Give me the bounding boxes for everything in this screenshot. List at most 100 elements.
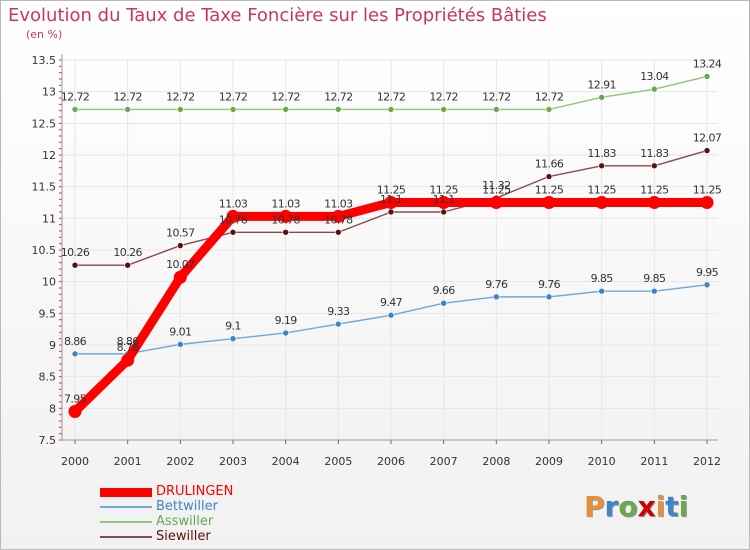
chart-legend: DRULINGEN Bettwiller Asswiller Siewiller	[100, 484, 400, 544]
x-tick-label: 2002	[166, 455, 194, 468]
data-point-siewiller	[335, 228, 342, 236]
data-label-bettwiller: 9.33	[327, 305, 350, 318]
y-tick-label: 8.5	[39, 371, 57, 384]
data-point-asswiller	[703, 73, 711, 80]
data-point-asswiller	[387, 106, 395, 113]
data-label-bettwiller: 9.85	[591, 272, 614, 285]
y-tick-label: 12	[42, 149, 56, 162]
data-label-bettwiller: 9.01	[169, 325, 191, 338]
legend-item-drulingen: DRULINGEN	[100, 484, 400, 499]
data-label-siewiller: 12.07	[693, 132, 722, 145]
data-point-drulingen	[437, 196, 451, 209]
data-label-drulingen: 11.25	[640, 184, 669, 197]
y-tick-label: 9	[49, 339, 56, 352]
y-tick-label: 13	[42, 86, 56, 99]
data-point-bettwiller	[545, 293, 553, 301]
legend-label: Asswiller	[156, 514, 214, 529]
data-label-asswiller: 13.04	[640, 70, 669, 83]
data-point-drulingen	[700, 196, 714, 209]
data-point-siewiller	[282, 228, 289, 236]
x-tick-label: 2011	[640, 455, 668, 468]
data-label-asswiller: 13.24	[693, 57, 722, 70]
data-label-siewiller: 10.26	[113, 246, 142, 259]
x-tick-label: 2012	[693, 455, 721, 468]
x-tick-label: 2004	[272, 455, 300, 468]
x-tick-label: 2009	[535, 455, 563, 468]
data-point-siewiller	[71, 261, 79, 269]
data-label-bettwiller: 9.66	[433, 284, 456, 297]
data-point-bettwiller	[598, 287, 605, 295]
logo-letter: o	[618, 490, 638, 523]
y-tick-label: 10.5	[32, 244, 57, 257]
data-label-asswiller: 12.72	[113, 90, 142, 103]
legend-swatch	[100, 506, 152, 508]
data-label-drulingen: 11.03	[271, 197, 300, 210]
data-label-drulingen: 11.03	[324, 197, 353, 210]
data-point-siewiller	[229, 228, 237, 236]
data-label-drulingen: 11.25	[693, 184, 722, 197]
proxiti-logo: Proxiti	[584, 490, 688, 523]
data-label-siewiller: 10.26	[61, 246, 90, 259]
data-point-drulingen	[489, 196, 503, 209]
data-point-drulingen	[542, 196, 556, 209]
data-point-bettwiller	[703, 281, 711, 289]
data-label-bettwiller: 8.86	[117, 335, 140, 348]
data-point-asswiller	[493, 106, 500, 113]
data-point-drulingen	[226, 209, 240, 223]
data-label-bettwiller: 9.85	[643, 272, 666, 285]
y-tick-label: 11	[42, 212, 56, 225]
data-label-drulingen: 11.25	[587, 184, 616, 197]
data-label-siewiller: 11.1	[380, 193, 402, 206]
data-point-drulingen	[279, 209, 293, 223]
data-point-drulingen	[68, 405, 82, 418]
data-point-drulingen	[331, 209, 345, 223]
data-point-bettwiller	[493, 293, 500, 301]
data-label-siewiller: 11.66	[535, 158, 564, 171]
data-point-bettwiller	[229, 335, 237, 342]
data-label-asswiller: 12.72	[482, 90, 511, 103]
legend-label: Siewiller	[156, 529, 211, 544]
data-label-asswiller: 12.72	[535, 90, 564, 103]
data-point-drulingen	[595, 196, 609, 209]
data-label-siewiller: 10.78	[219, 213, 248, 226]
data-label-drulingen: 11.25	[482, 184, 511, 197]
legend-label: Bettwiller	[156, 499, 218, 514]
data-point-drulingen	[384, 196, 398, 209]
data-label-asswiller: 12.72	[61, 90, 90, 103]
data-label-asswiller: 12.72	[219, 90, 248, 103]
data-point-asswiller	[651, 85, 658, 93]
data-point-siewiller	[387, 208, 395, 216]
data-point-bettwiller	[282, 329, 289, 337]
data-point-siewiller	[124, 261, 131, 269]
x-tick-label: 2007	[430, 455, 458, 468]
data-point-bettwiller	[71, 350, 79, 358]
data-label-siewiller: 11.83	[640, 147, 669, 160]
data-point-siewiller	[651, 162, 658, 170]
data-label-asswiller: 12.72	[166, 90, 195, 103]
x-tick-label: 2000	[61, 455, 89, 468]
data-label-siewiller: 10.78	[271, 213, 300, 226]
logo-letter: P	[584, 490, 605, 523]
legend-swatch	[100, 521, 152, 523]
data-label-bettwiller: 9.95	[696, 266, 719, 279]
logo-letter: i	[678, 490, 689, 523]
data-point-siewiller	[545, 173, 553, 180]
legend-item-asswiller: Asswiller	[100, 514, 400, 529]
legend-swatch	[100, 536, 152, 538]
x-tick-label: 2003	[219, 455, 247, 468]
y-tick-label: 10	[42, 276, 56, 289]
data-label-siewiller: 11.32	[482, 179, 511, 192]
data-point-drulingen	[173, 270, 187, 284]
x-tick-label: 2001	[114, 455, 142, 468]
data-point-asswiller	[177, 106, 184, 113]
data-label-bettwiller: 9.47	[380, 296, 403, 309]
legend-swatch	[100, 487, 152, 497]
data-point-drulingen	[121, 353, 135, 367]
x-tick-label: 2005	[324, 455, 352, 468]
chart-axes: 7.5 8 8.5 9 9.5 10 10.5 11 11.5 12 12.5 13 13.5 2000 2…	[32, 54, 721, 468]
data-label-asswiller: 12.72	[429, 90, 458, 103]
chart-grid	[62, 59, 718, 441]
data-point-bettwiller	[177, 341, 184, 348]
